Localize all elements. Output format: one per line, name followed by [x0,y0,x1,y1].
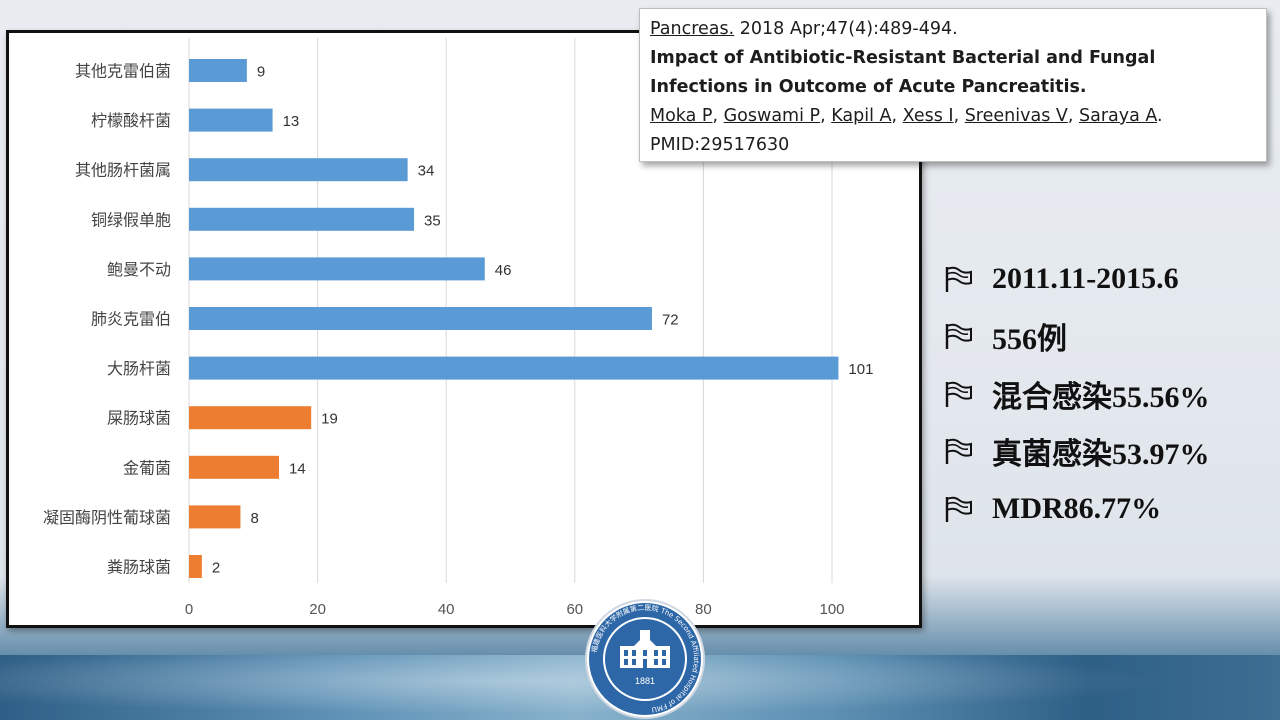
bar [189,406,312,430]
stats-item-text: 556例 [992,323,1067,357]
citation-author-separator: , [712,106,724,126]
stats-item: 2011.11-2015.6 [944,250,1274,308]
data-label: 46 [495,262,512,279]
citation-author-separator: . [1157,106,1163,126]
stats-item-text: 混合感染55.56% [992,380,1210,414]
stats-item: MDR86.77% [944,480,1274,538]
citation-author-link[interactable]: Kapil A [831,106,892,126]
citation-author-separator: , [820,106,832,126]
bar [189,59,247,82]
flag-bullet-icon [945,323,972,350]
data-label: 101 [848,361,873,378]
x-tick-label: 20 [309,601,326,618]
data-label: 14 [289,460,306,477]
bar [189,505,241,529]
citation-author-link[interactable]: Moka P [650,106,713,126]
category-label: 金葡菌 [123,458,171,477]
category-label: 屎肠球菌 [107,409,171,428]
bar-chart: 0 20 40 60 80 100 其他克雷伯菌 9 柠檬酸杆菌 13 其他肠杆菌属 34 铜绿假单胞 3… [43,38,873,619]
data-label: 34 [418,163,435,180]
chart-labels: 0 20 40 60 80 100 其他克雷伯菌 9 柠檬酸杆菌 13 其他肠杆菌属 34 铜绿假单胞 3… [43,62,873,619]
bar [189,455,280,479]
flag-bullet-icon [945,381,972,407]
bar-chart-panel: 0 20 40 60 80 100 其他克雷伯菌 9 柠檬酸杆菌 13 其他肠杆菌属 34 铜绿假单胞 3… [6,30,922,628]
bar [189,257,485,281]
citation-author-link[interactable]: Goswami P [723,106,821,126]
category-label: 大肠杆菌 [107,359,171,378]
hospital-logo: 福建医科大学附属第二医院 The Second Affiliated Hospi… [585,599,705,719]
citation-author-link[interactable]: Saraya A [1078,106,1158,126]
bar [189,356,839,380]
citation-journal-link[interactable]: Pancreas. [650,19,735,39]
bar [189,307,652,330]
category-label: 其他克雷伯菌 [75,62,171,81]
data-label: 9 [257,64,265,81]
bar [189,108,273,132]
flag-bullet-icon [945,438,972,465]
stats-item-text: MDR86.77% [992,491,1162,525]
x-tick-label: 40 [438,601,455,618]
bar [189,158,408,182]
data-label: 35 [424,212,441,229]
citation-author-link[interactable]: Sreenivas V [964,106,1068,126]
category-label: 柠檬酸杆菌 [91,111,171,130]
citation-details: 2018 Apr;47(4):489-494. [734,19,958,39]
citation-title: Impact of Antibiotic-Resistant Bacterial… [650,48,1156,97]
category-label: 肺炎克雷伯 [91,310,171,329]
data-label: 8 [250,510,258,527]
flag-bullet-icon [945,266,972,292]
category-label: 凝固酶阴性葡球菌 [43,508,171,527]
flag-bullet-icon [945,496,972,522]
stats-item: 混合感染55.56% [944,365,1274,423]
x-tick-label: 0 [185,601,193,618]
citation-box: Pancreas. 2018 Apr;47(4):489-494. Impact… [639,8,1267,162]
data-label: 72 [662,312,679,329]
category-label: 粪肠球菌 [107,558,171,577]
bar [189,207,415,231]
citation-author-link[interactable]: Xess I [902,106,954,126]
logo-year: 1881 [635,676,655,686]
citation-author-separator: , [1067,106,1079,126]
stats-item: 真菌感染53.97% [944,423,1274,481]
citation-pmid: PMID:29517630 [650,135,790,155]
category-label: 铜绿假单胞 [91,210,171,229]
category-label: 其他肠杆菌属 [75,161,171,180]
x-tick-label: 80 [695,601,712,618]
stats-item-text: 真菌感染53.97% [992,438,1210,472]
data-label: 13 [283,113,300,130]
data-label: 19 [321,411,338,428]
citation-authors: Moka P, Goswami P, Kapil A, Xess I, Sree… [650,102,1256,131]
chart-bars [189,59,839,578]
data-label: 2 [212,560,220,577]
stats-item: 556例 [944,308,1274,366]
stats-list: 2011.11-2015.6 556例 混合感染55.56% 真菌感染53.97… [944,250,1274,538]
citation-author-separator: , [953,106,965,126]
x-tick-label: 100 [819,601,844,618]
bar [189,555,202,578]
x-tick-label: 60 [566,601,583,618]
citation-source-line: Pancreas. 2018 Apr;47(4):489-494. [650,15,1256,44]
category-label: 鲍曼不动 [107,260,171,279]
citation-author-separator: , [891,106,903,126]
stats-item-text: 2011.11-2015.6 [992,261,1179,295]
